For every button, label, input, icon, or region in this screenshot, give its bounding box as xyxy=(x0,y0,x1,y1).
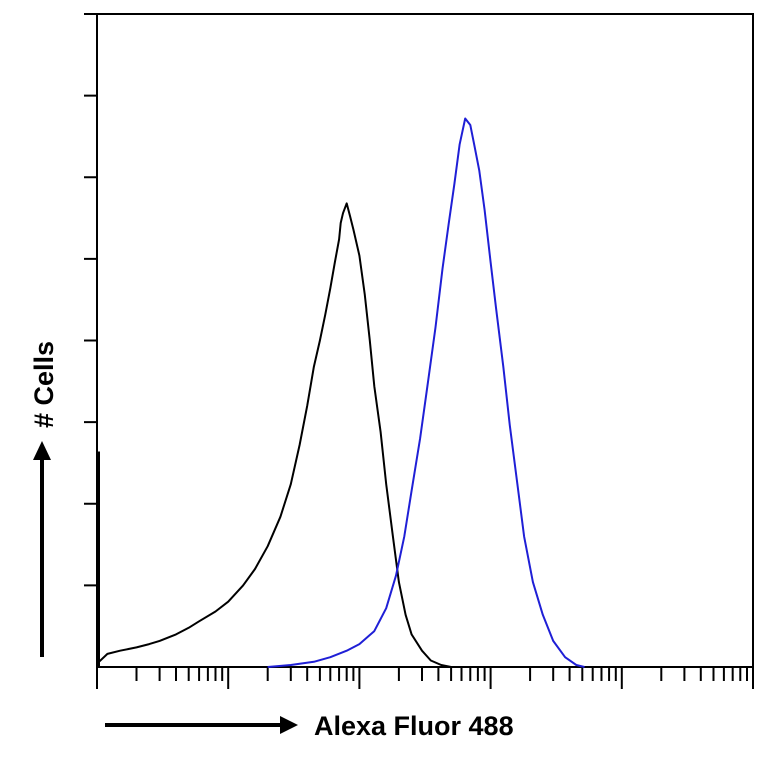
x-axis-arrow-head xyxy=(280,716,298,734)
y-axis-ticks xyxy=(84,13,97,587)
y-axis-arrow-head xyxy=(33,441,51,460)
x-axis-ticks xyxy=(96,667,754,689)
series-line-1 xyxy=(96,202,452,668)
x-axis-title: Alexa Fluor 488 xyxy=(314,711,514,741)
y-axis-title: # Cells xyxy=(29,341,59,428)
plot-frame xyxy=(96,13,754,668)
series-layer xyxy=(96,117,585,668)
series-line-2 xyxy=(267,117,585,668)
